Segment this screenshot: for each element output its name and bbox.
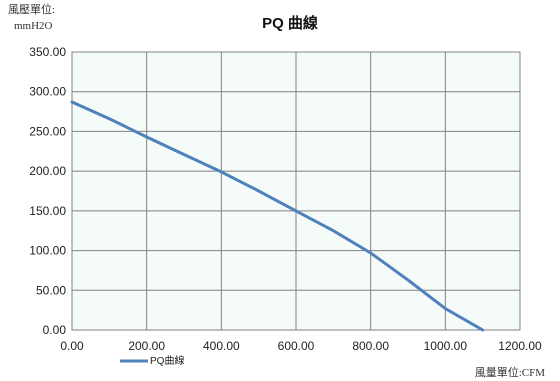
y-tick-label: 200.00 xyxy=(29,164,66,178)
series-line-pq xyxy=(70,100,485,332)
y-tick-label: 0.00 xyxy=(43,323,67,337)
x-tick-labels: 0.00 200.00 400.00 600.00 800.00 1000.00 1200.… xyxy=(60,339,542,353)
x-tick-label: 200.00 xyxy=(128,339,165,353)
y-tick-labels: 350.00 300.00 250.00 200.00 150.00 100.00 50.0… xyxy=(29,45,66,337)
chart-title: PQ 曲線 xyxy=(262,14,318,32)
y-tick-label: 300.00 xyxy=(29,85,66,99)
legend: PQ曲線 xyxy=(120,354,184,367)
y-tick-label: 350.00 xyxy=(29,45,66,59)
y-tick-label: 150.00 xyxy=(29,204,66,218)
x-tick-label: 800.00 xyxy=(352,339,389,353)
x-tick-label: 600.00 xyxy=(278,339,315,353)
legend-label: PQ曲線 xyxy=(150,354,184,367)
series-group xyxy=(70,100,485,332)
y-axis-unit: mmH2O xyxy=(14,20,53,32)
y-tick-label: 100.00 xyxy=(29,244,66,258)
x-tick-label: 400.00 xyxy=(203,339,240,353)
grid-lines xyxy=(71,51,521,331)
y-tick-label: 250.00 xyxy=(29,124,66,138)
x-tick-label: 1200.00 xyxy=(498,339,542,353)
y-tick-label: 50.00 xyxy=(36,283,66,297)
x-tick-label: 0.00 xyxy=(60,339,84,353)
y-axis-label: 風壓單位: xyxy=(8,2,55,16)
x-tick-label: 1000.00 xyxy=(424,339,468,353)
x-axis-label: 風量單位:CFM xyxy=(475,365,546,379)
